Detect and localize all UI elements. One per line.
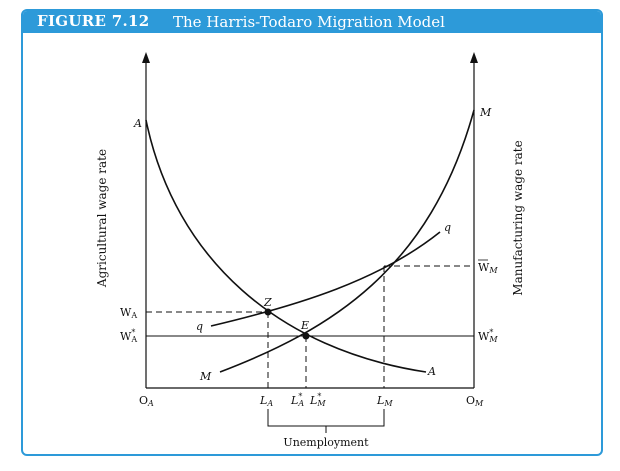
point-z-marker — [264, 308, 272, 316]
curve-q-top-label: q — [444, 221, 451, 234]
curve-a-bottom-label: A — [427, 365, 436, 378]
left-axis-label: Agricultural wage rate — [95, 149, 109, 288]
la-label: LA — [259, 394, 273, 408]
figure-label: FIGURE 7.12 — [37, 12, 150, 30]
curve-aa — [145, 119, 427, 373]
curve-a-top-label: A — [133, 117, 142, 130]
wm-bar-label: WM — [478, 261, 498, 275]
figure-header: FIGURE 7.12 The Harris-Todaro Migration … — [23, 11, 601, 33]
origin-a-label: OA — [139, 394, 154, 408]
curve-mm — [219, 109, 475, 373]
point-e-label: E — [300, 319, 309, 332]
curve-m-bottom-label: M — [199, 370, 212, 383]
lm-star-label: L* M — [309, 392, 326, 408]
left-axis-arrow — [142, 52, 150, 63]
wa-star-label: W* A — [120, 328, 137, 344]
unemployment-bracket — [267, 409, 385, 433]
wa-label: WA — [120, 306, 137, 320]
point-z-label: Z — [263, 296, 272, 309]
curve-m-top-label: M — [479, 106, 492, 119]
lm-label: LM — [376, 394, 393, 408]
origin-m-label: OM — [466, 394, 484, 408]
la-star-label: L* A — [290, 392, 304, 408]
figure-frame: FIGURE 7.12 The Harris-Todaro Migration … — [21, 9, 603, 456]
wm-star-label: W* M — [478, 328, 498, 344]
figure-title: The Harris-Todaro Migration Model — [173, 13, 445, 31]
curve-q-bottom-label: q — [196, 320, 203, 333]
point-e-marker — [302, 332, 310, 340]
unemployment-label: Unemployment — [283, 436, 369, 449]
curve-qq — [210, 231, 441, 327]
right-axis-label: Manufacturing wage rate — [511, 140, 525, 295]
right-axis-arrow — [470, 52, 478, 63]
